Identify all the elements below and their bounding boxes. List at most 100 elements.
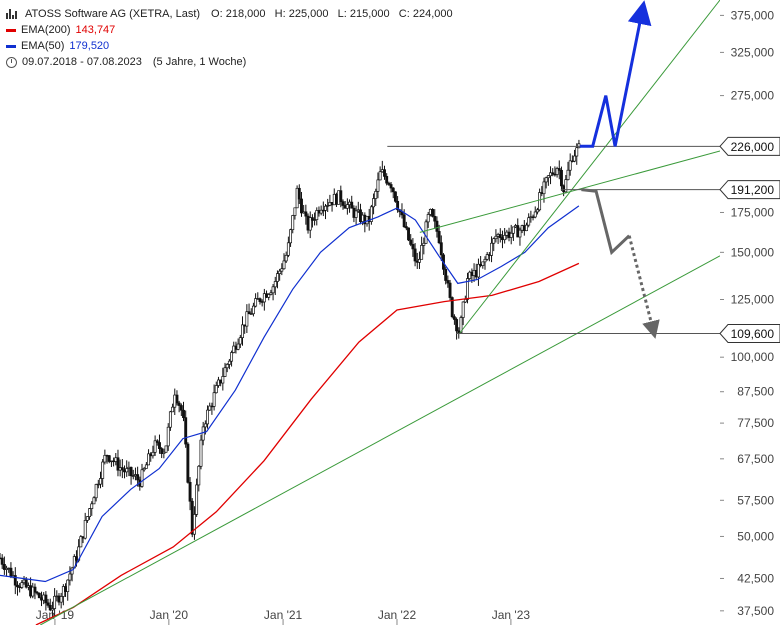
y-tick-label: 275,000 <box>731 89 775 103</box>
candle <box>79 535 83 548</box>
candle <box>555 166 559 178</box>
candle-body <box>566 169 570 180</box>
candle <box>393 191 397 203</box>
candle-body <box>525 224 528 232</box>
candle <box>90 501 94 516</box>
candle <box>273 276 277 296</box>
candle <box>404 221 408 231</box>
candle <box>197 465 201 492</box>
candle-body <box>230 352 234 362</box>
candle <box>168 410 172 431</box>
candle <box>171 403 175 413</box>
candle <box>37 592 41 599</box>
candle <box>131 469 135 480</box>
candle <box>223 362 227 377</box>
candle-body <box>420 245 424 260</box>
candle-body <box>203 423 207 428</box>
candle-body <box>175 394 179 404</box>
candle <box>227 358 231 370</box>
candle-body <box>452 316 456 320</box>
candle <box>262 288 266 311</box>
candle-body <box>144 464 148 469</box>
candle-body <box>494 235 498 240</box>
candle <box>151 445 155 459</box>
y-tick-label: 87,500 <box>737 385 774 399</box>
candle-body <box>223 367 227 377</box>
ohlc-values: O: 218,000 H: 225,000 L: 215,000 C: 224,… <box>211 8 453 20</box>
candle <box>136 466 140 487</box>
candle <box>383 165 386 180</box>
ema200-swatch <box>6 28 16 32</box>
candle-body <box>535 209 539 213</box>
candle-body <box>435 220 439 232</box>
candle-body <box>564 179 568 193</box>
candle <box>214 381 218 394</box>
candle <box>354 205 358 225</box>
candle <box>433 209 437 229</box>
candle-body <box>16 584 19 588</box>
candle <box>85 516 89 523</box>
candle <box>511 226 515 241</box>
x-tick-label: Jan '20 <box>150 608 189 622</box>
candle <box>184 410 188 448</box>
candle <box>66 579 70 601</box>
candle-body <box>418 258 421 263</box>
candle <box>448 279 452 301</box>
candle <box>444 266 448 285</box>
candle-body <box>269 292 273 295</box>
candle-body <box>37 592 41 599</box>
candle-body <box>46 602 50 606</box>
candle <box>525 222 528 232</box>
candle-body <box>544 177 548 183</box>
candle <box>481 261 485 269</box>
candle-body <box>385 176 389 184</box>
candle-body <box>426 214 430 223</box>
candle <box>396 196 400 213</box>
x-tick-label: Jan '23 <box>492 608 531 622</box>
candle-body <box>286 242 290 256</box>
candle-body <box>557 168 561 171</box>
candle-body <box>162 451 166 454</box>
candle-body <box>431 209 435 217</box>
candle <box>230 350 234 367</box>
level-label-box <box>719 323 780 343</box>
candle-body <box>568 160 572 171</box>
candle <box>498 228 502 243</box>
candle <box>435 216 439 238</box>
candle-body <box>179 405 183 411</box>
candle-body <box>160 448 164 454</box>
level-label: 226,000 <box>731 140 775 154</box>
candle-body <box>284 254 288 262</box>
candle <box>282 253 286 270</box>
candle-body <box>142 468 146 471</box>
candle-body <box>131 475 135 477</box>
candle <box>286 236 290 258</box>
candle-body <box>214 385 218 394</box>
candle <box>418 251 421 269</box>
candle <box>155 439 159 446</box>
candle <box>160 447 164 459</box>
candle-body <box>389 184 393 189</box>
candle-body <box>50 608 54 611</box>
candle-body <box>492 238 496 244</box>
candle-body <box>267 294 271 298</box>
candle <box>310 214 314 228</box>
candle-body <box>446 280 450 284</box>
y-tick-label: 150,000 <box>731 245 775 259</box>
candle-body <box>339 190 343 202</box>
candle-body <box>96 483 100 486</box>
candle <box>271 284 275 301</box>
candle <box>324 204 327 220</box>
candle <box>186 442 190 484</box>
candle-body <box>276 273 279 282</box>
candle-body <box>319 209 323 214</box>
candle <box>177 400 181 413</box>
candle <box>319 205 323 216</box>
candle <box>16 581 19 596</box>
candle-body <box>101 461 105 479</box>
candle-body <box>350 201 354 209</box>
candle <box>251 302 255 317</box>
candle-body <box>258 298 262 302</box>
candle-body <box>83 520 87 539</box>
candle-body <box>186 443 190 483</box>
